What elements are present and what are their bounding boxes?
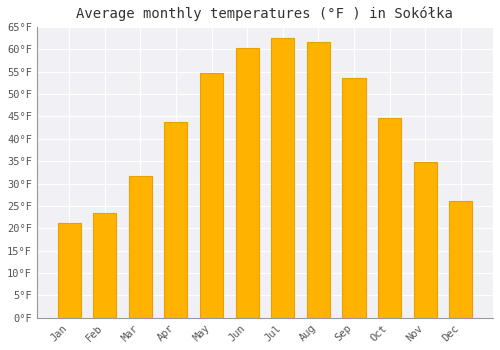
Bar [128, 176, 152, 318]
Bar [58, 223, 80, 318]
Bar [164, 122, 188, 318]
Bar [449, 201, 472, 318]
Bar [271, 37, 294, 318]
Bar [414, 162, 436, 318]
Bar [93, 213, 116, 318]
Bar [342, 78, 365, 318]
Bar [378, 118, 401, 318]
Bar [307, 42, 330, 318]
Bar [236, 48, 258, 318]
Title: Average monthly temperatures (°F ) in Sokółka: Average monthly temperatures (°F ) in So… [76, 7, 454, 21]
Bar [200, 73, 223, 318]
